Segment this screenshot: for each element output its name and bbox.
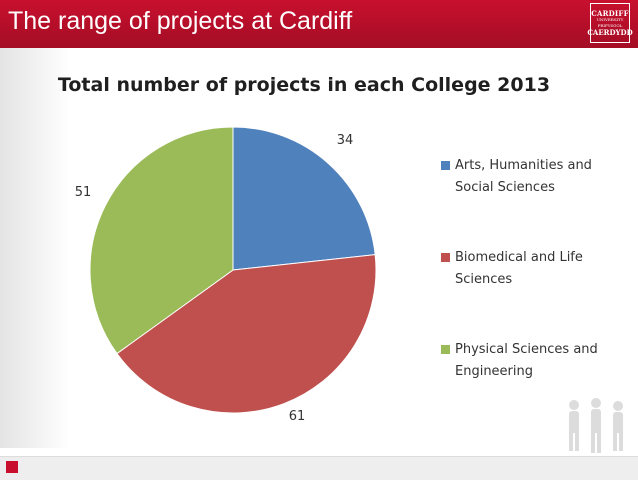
chart-legend: Arts, Humanities and Social Sciences Bio… xyxy=(441,155,631,383)
header-bar xyxy=(0,0,638,48)
legend-label-physical: Physical Sciences and Engineering xyxy=(455,342,598,379)
legend-item-biomedical: Biomedical and Life Sciences xyxy=(441,247,631,291)
logo-line-3: PRIFYSGOL xyxy=(597,23,623,28)
legend-swatch-arts xyxy=(441,161,450,170)
background-building-image xyxy=(0,48,70,448)
logo-line-4: CAERDYDD xyxy=(587,28,633,37)
data-label-physical: 51 xyxy=(75,185,92,200)
legend-item-physical: Physical Sciences and Engineering xyxy=(441,339,631,383)
legend-label-biomedical: Biomedical and Life Sciences xyxy=(455,250,583,287)
logo-line-2: UNIVERSITY xyxy=(596,17,624,22)
legend-swatch-physical xyxy=(441,345,450,354)
pie-slice-physical xyxy=(89,126,234,355)
pie-slice-arts xyxy=(232,126,376,271)
legend-label-arts: Arts, Humanities and Social Sciences xyxy=(455,158,592,195)
data-label-biomedical: 61 xyxy=(289,409,306,424)
legend-swatch-biomedical xyxy=(441,253,450,262)
pie-slice-biomedical xyxy=(116,254,377,414)
cardiff-logo: CARDIFF UNIVERSITY PRIFYSGOL CAERDYDD xyxy=(587,3,633,43)
chart-title: Total number of projects in each College… xyxy=(57,74,551,96)
slide-title: The range of projects at Cardiff xyxy=(8,7,353,35)
data-label-arts: 34 xyxy=(337,133,354,148)
legend-item-arts: Arts, Humanities and Social Sciences xyxy=(441,155,631,199)
background-people-silhouette xyxy=(569,398,623,453)
footer-logo-mark xyxy=(6,461,18,473)
logo-line-1: CARDIFF xyxy=(591,9,629,18)
footer-bar xyxy=(0,456,638,480)
